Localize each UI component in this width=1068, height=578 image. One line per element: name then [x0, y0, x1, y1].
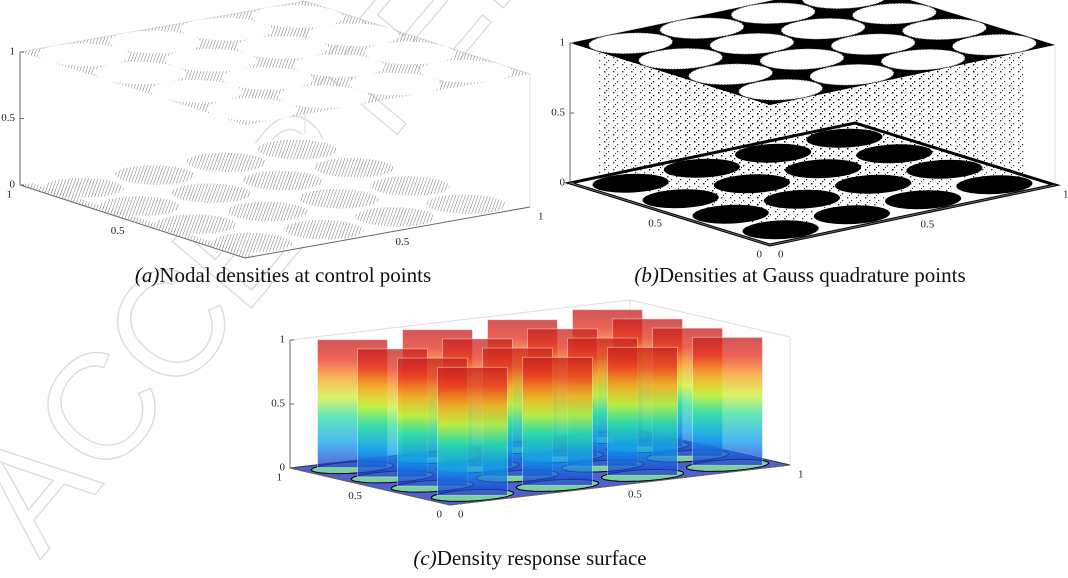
caption-text: Densities at Gauss quadrature points	[659, 263, 966, 287]
x-tick-label: 0.5	[648, 218, 662, 230]
x-tick-label: 0	[437, 509, 443, 521]
gauss-column	[749, 97, 813, 223]
x-tick-label: 0.5	[348, 490, 362, 502]
y-tick-label: 0	[458, 509, 464, 521]
y-tick-label: 1	[1063, 189, 1068, 201]
z-tick-label: 0.5	[271, 398, 285, 410]
gauss-column	[891, 67, 955, 193]
y-tick-label: 1	[798, 469, 804, 481]
caption: (a)Nodal densities at control points	[135, 263, 431, 287]
y-tick-label: 1	[538, 211, 544, 223]
x-tick-label: 0	[757, 249, 763, 261]
caption-text: Density response surface	[437, 546, 647, 570]
z-tick-label: 1	[10, 46, 16, 58]
z-tick-label: 1	[560, 37, 566, 49]
plots: 0 0.5 1 0.5 1 0.5 1 (a)Nodal densities at contr…	[1, 0, 1068, 570]
caption-label: (c)	[413, 546, 436, 570]
x-tick-label: 0.5	[111, 225, 125, 237]
z-tick-label: 0.5	[1, 112, 15, 124]
y-tick-label: 0.5	[921, 219, 935, 231]
caption: (b)Densities at Gauss quadrature points	[634, 263, 965, 287]
z-tick-label: 0.5	[551, 107, 565, 119]
caption-text: Nodal densities at control points	[159, 263, 431, 287]
density-column	[438, 367, 508, 495]
gauss-column	[820, 82, 884, 208]
panel: 0 0.5 1 0 0.5 0 0.5 1 (b)Densities at Gauss quad…	[551, 0, 1068, 287]
gauss-column	[962, 52, 1026, 178]
density-column	[523, 357, 593, 485]
density-column	[693, 337, 763, 465]
caption-label: (b)	[634, 263, 659, 287]
density-column	[608, 347, 678, 475]
y-tick-label: 0.5	[396, 236, 410, 248]
figure: ACCEPTED 00.510.510.51(a)Nodal densities…	[0, 0, 1068, 578]
x-tick-label: 1	[277, 472, 283, 484]
caption-label: (a)	[135, 263, 160, 287]
z-tick-label: 0	[560, 177, 566, 189]
caption: (c)Density response surface	[413, 546, 646, 570]
z-tick-label: 1	[280, 334, 286, 346]
x-tick-label: 1	[7, 189, 13, 201]
y-tick-label: 0.5	[628, 489, 642, 501]
y-tick-label: 0	[778, 249, 784, 261]
